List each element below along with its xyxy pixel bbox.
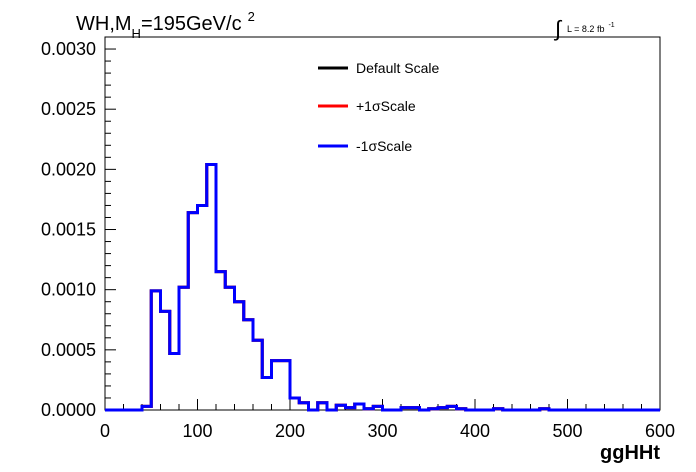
series-layer: [105, 163, 660, 412]
x-tick-label: 500: [552, 421, 582, 441]
legend: Default Scale +1σScale -1σScale: [318, 60, 439, 154]
legend-label: +1σScale: [356, 98, 416, 114]
legend-label: Default Scale: [356, 60, 439, 76]
y-tick-label: 0.0000: [41, 400, 96, 420]
series-line-2: [105, 163, 660, 412]
x-tick-label: 300: [367, 421, 397, 441]
legend-label: -1σScale: [356, 138, 412, 154]
y-tick-label: 0.0005: [41, 340, 96, 360]
y-tick-label: 0.0020: [41, 159, 96, 179]
lumi-label: L = 8.2 fb -1: [567, 22, 615, 34]
chart-title: WH,MH=195GeV/c 2: [76, 9, 255, 41]
lumi-integral-sign: ∫: [553, 16, 563, 41]
x-axis-label: ggHHt: [600, 442, 660, 464]
x-tick-label: 600: [645, 421, 675, 441]
y-tick-label: 0.0010: [41, 280, 96, 300]
x-tick-label: 200: [275, 421, 305, 441]
x-tick-label: 100: [182, 421, 212, 441]
y-tick-label: 0.0025: [41, 99, 96, 119]
x-tick-label: 0: [100, 421, 110, 441]
y-tick-label: 0.0030: [41, 39, 96, 59]
axes: 0 100 200 300 400 500 600 0.0000 0.0005 0.0010 0.0…: [41, 36, 675, 441]
x-tick-label: 400: [460, 421, 490, 441]
y-tick-label: 0.0015: [41, 220, 96, 240]
